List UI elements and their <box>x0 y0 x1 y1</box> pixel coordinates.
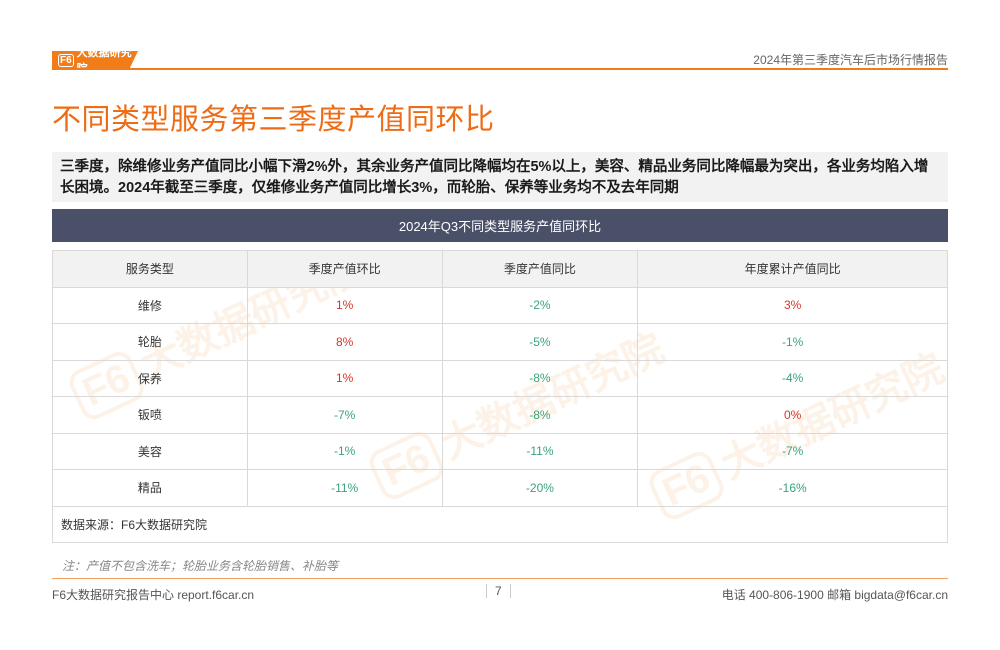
f6-logo-icon: F6 <box>58 53 74 67</box>
cell-ytd: 0% <box>637 396 948 434</box>
table-row: 保养 1% -8% -4% <box>52 359 948 397</box>
cell-yoy: -20% <box>441 469 639 507</box>
col-header-yoy: 季度产值同比 <box>441 250 639 288</box>
cell-service-type: 钣喷 <box>52 396 248 434</box>
footer-contact: 电话 400-806-1900 邮箱 bigdata@f6car.cn <box>721 588 948 602</box>
cell-qoq: 8% <box>246 323 443 361</box>
footer-divider <box>52 578 948 579</box>
cell-yoy: -8% <box>441 359 639 397</box>
table-row: 精品 -11% -20% -16% <box>52 469 948 507</box>
cell-qoq: 1% <box>246 286 443 324</box>
cell-yoy: -11% <box>441 432 639 470</box>
table-row: 维修 1% -2% 3% <box>52 286 948 324</box>
cell-service-type: 轮胎 <box>52 323 248 361</box>
cell-service-type: 美容 <box>52 432 248 470</box>
brand-logo: F6 大数据研究院 <box>52 51 138 69</box>
table-source-row: 数据来源：F6大数据研究院 <box>52 505 948 543</box>
cell-yoy: -8% <box>441 396 639 434</box>
table-header-row: 服务类型 季度产值环比 季度产值同比 年度累计产值同比 <box>52 250 948 288</box>
cell-ytd: 3% <box>637 286 948 324</box>
header-divider <box>52 68 948 70</box>
data-source: 数据来源：F6大数据研究院 <box>52 505 948 543</box>
cell-qoq: -11% <box>246 469 443 507</box>
page-number: 7 <box>486 584 511 598</box>
cell-service-type: 精品 <box>52 469 248 507</box>
cell-yoy: -5% <box>441 323 639 361</box>
col-header-ytd-yoy: 年度累计产值同比 <box>637 250 948 288</box>
summary-text: 三季度，除维修业务产值同比小幅下滑2%外，其余业务产值同比降幅均在5%以上，美容… <box>52 152 948 202</box>
cell-ytd: -4% <box>637 359 948 397</box>
cell-ytd: -1% <box>637 323 948 361</box>
col-header-service-type: 服务类型 <box>52 250 248 288</box>
cell-ytd: -16% <box>637 469 948 507</box>
service-output-table: 服务类型 季度产值环比 季度产值同比 年度累计产值同比 维修 1% -2% 3%… <box>52 250 948 543</box>
cell-qoq: -1% <box>246 432 443 470</box>
report-title: 2024年第三季度汽车后市场行情报告 <box>753 53 948 67</box>
cell-qoq: 1% <box>246 359 443 397</box>
cell-service-type: 维修 <box>52 286 248 324</box>
footer-report-center: F6大数据研究报告中心 report.f6car.cn <box>52 588 255 602</box>
table-title: 2024年Q3不同类型服务产值同环比 <box>52 209 948 242</box>
table-row: 轮胎 8% -5% -1% <box>52 323 948 361</box>
cell-ytd: -7% <box>637 432 948 470</box>
page-title: 不同类型服务第三季度产值同环比 <box>52 104 495 136</box>
cell-yoy: -2% <box>441 286 639 324</box>
table-row: 美容 -1% -11% -7% <box>52 432 948 470</box>
logo-text: 大数据研究院 <box>76 47 132 69</box>
cell-service-type: 保养 <box>52 359 248 397</box>
footnote: 注：产值不包含洗车；轮胎业务含轮胎销售、补胎等 <box>62 559 339 573</box>
table-row: 钣喷 -7% -8% 0% <box>52 396 948 434</box>
cell-qoq: -7% <box>246 396 443 434</box>
col-header-qoq: 季度产值环比 <box>246 250 443 288</box>
